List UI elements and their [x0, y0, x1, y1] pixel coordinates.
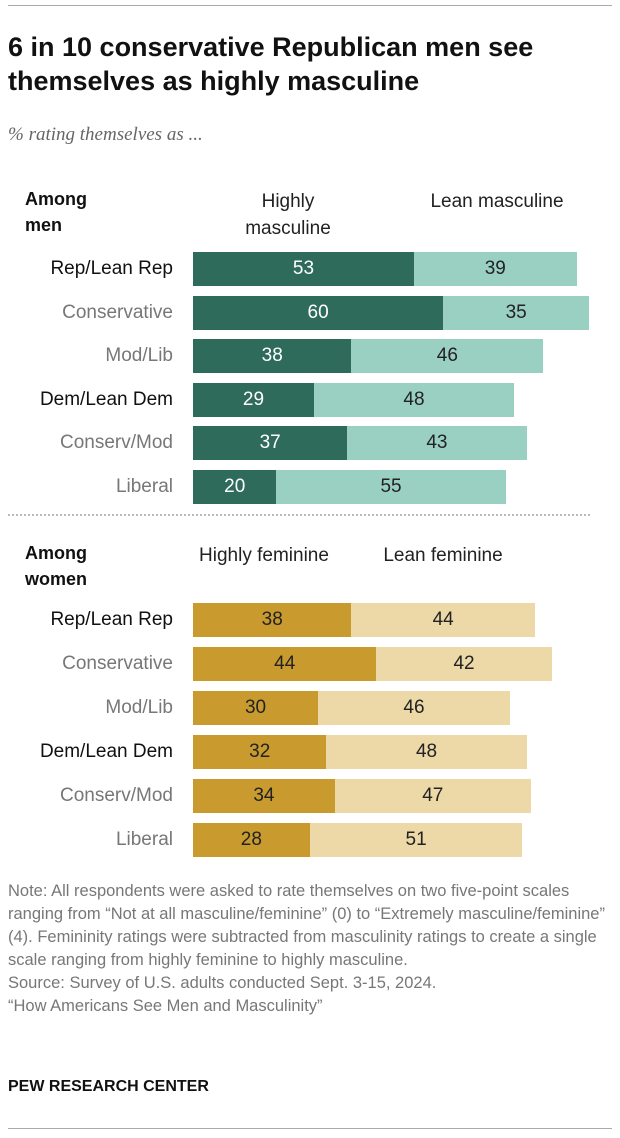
title: 6 in 10 conservative Republican men see …	[8, 32, 534, 96]
bar-segment	[193, 691, 319, 725]
value-label: 48	[415, 741, 438, 762]
bar-segment	[351, 603, 535, 637]
bar-segment	[326, 735, 527, 769]
bar-segment	[193, 779, 335, 813]
category-label: Liberal	[115, 476, 173, 497]
value-label: 60	[307, 301, 329, 323]
value-label: 30	[244, 697, 267, 718]
value-label: 42	[453, 653, 475, 674]
value-label: 51	[405, 829, 427, 850]
category-label: Mod/Lib	[105, 697, 173, 718]
bar-segment	[414, 252, 577, 286]
bottom-rule	[8, 1128, 612, 1129]
bar-segment	[193, 426, 348, 461]
top-rule	[8, 5, 612, 6]
value-label: 44	[274, 653, 296, 674]
value-label: 43	[426, 432, 448, 454]
legend-label: Highly feminine	[199, 545, 329, 566]
value-label: 34	[253, 785, 275, 806]
category-label: Conserv/Mod	[60, 785, 173, 806]
group-label: Among women	[25, 543, 88, 589]
value-label: 46	[436, 345, 458, 367]
value-label: 28	[240, 829, 262, 850]
bar-segment	[309, 823, 523, 857]
bar-segment	[351, 339, 544, 374]
note: Note: All respondents were asked to rate…	[8, 882, 605, 969]
category-label: Rep/Lean Rep	[50, 258, 173, 279]
legend-label: Lean feminine	[383, 545, 503, 566]
value-label: 20	[224, 476, 246, 497]
separator	[8, 514, 590, 516]
legend-label: Highly masculine	[245, 191, 331, 239]
value-label: 55	[380, 476, 402, 497]
value-label: 47	[422, 785, 444, 806]
bar-segment	[193, 735, 327, 769]
value-label: 44	[432, 609, 454, 630]
value-label: 48	[403, 388, 425, 410]
value-label: 37	[259, 432, 281, 454]
value-label: 35	[505, 301, 527, 323]
category-label: Conserv/Mod	[60, 432, 173, 454]
bar-segment	[193, 470, 277, 504]
bar-segment	[347, 426, 527, 461]
legend-label: Lean masculine	[430, 191, 564, 212]
logo: PEW RESEARCH CENTER	[8, 1078, 209, 1095]
bar-segment	[193, 647, 377, 681]
report: “How Americans See Men and Masculinity”	[8, 997, 323, 1015]
value-label: 32	[249, 741, 271, 762]
category-label: Conservative	[62, 653, 173, 674]
bar-segment	[193, 339, 352, 374]
bar-segment	[334, 779, 531, 813]
bar-segment	[193, 295, 444, 330]
bar-segment	[376, 647, 552, 681]
bar-segment	[318, 691, 510, 725]
category-label: Dem/Lean Dem	[39, 388, 173, 410]
category-label: Rep/Lean Rep	[50, 609, 173, 630]
bar-segment	[313, 382, 515, 417]
bar-segment	[193, 382, 314, 417]
category-label: Conservative	[62, 301, 173, 323]
category-label: Liberal	[115, 829, 173, 850]
bar-segment	[443, 295, 590, 330]
value-label: 38	[261, 609, 283, 630]
bar-segment	[193, 823, 310, 857]
bar-segment	[193, 603, 352, 637]
value-label: 29	[242, 388, 265, 410]
bar-segment	[276, 470, 506, 504]
group-label: Among men	[25, 189, 87, 235]
subtitle: % rating themselves as ...	[8, 124, 203, 145]
value-label: 39	[484, 258, 506, 279]
bar-segment	[193, 252, 414, 286]
value-label: 38	[261, 345, 283, 367]
value-label: 53	[292, 258, 315, 279]
footnotes: Note: All respondents were asked to rate…	[8, 880, 608, 1018]
source: Source: Survey of U.S. adults conducted …	[8, 974, 437, 992]
category-label: Mod/Lib	[105, 345, 173, 367]
category-label: Dem/Lean Dem	[39, 741, 173, 762]
value-label: 46	[403, 697, 425, 718]
